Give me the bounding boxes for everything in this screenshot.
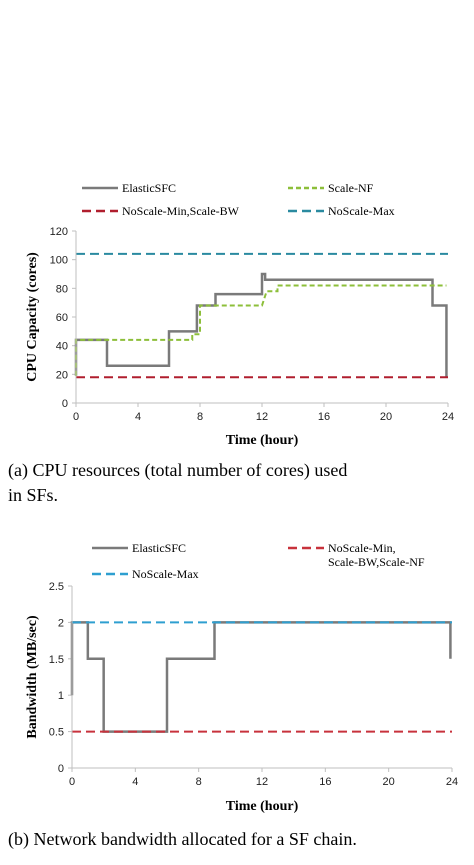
cpu-y-ticks: 0 20 40 60 80 100 120: [50, 226, 76, 410]
cpu-legend: ElasticSFC Scale-NF NoScale-Min,Scale-BW No…: [82, 181, 395, 218]
x-tick-label: 0: [69, 776, 75, 788]
y-tick-label: 1: [58, 690, 64, 702]
bandwidth-series: [70, 621, 452, 733]
y-tick-label: 40: [56, 341, 68, 353]
bandwidth-x-axis-label: Time (hour): [226, 799, 299, 814]
x-tick-label: 0: [73, 411, 79, 423]
y-tick-label: 80: [56, 283, 68, 295]
cpu-x-axis-label: Time (hour): [226, 433, 299, 448]
x-tick-label: 24: [446, 776, 458, 788]
legend-label: NoScale-Min,: [328, 541, 396, 555]
x-tick-label: 8: [197, 411, 203, 423]
y-tick-label: 2.5: [49, 581, 64, 593]
y-tick-label: 60: [56, 312, 68, 324]
cpu-series: [74, 252, 448, 379]
x-tick-label: 20: [383, 776, 395, 788]
legend-label: NoScale-Max: [132, 567, 199, 581]
legend-label: NoScale-Max: [328, 204, 395, 218]
series-line-1: [70, 621, 452, 733]
y-tick-label: 0: [58, 763, 64, 775]
x-tick-label: 12: [256, 776, 268, 788]
x-tick-label: 20: [380, 411, 392, 423]
series-line-2: [75, 284, 447, 376]
bandwidth-chart: ElasticSFC NoScale-Min,Scale-BW,Scale-NF N…: [8, 541, 458, 850]
y-tick-label: 0: [62, 398, 68, 410]
x-tick-label: 16: [319, 776, 331, 788]
x-tick-label: 12: [256, 411, 268, 423]
cpu-caption-line-2: in SFs.: [8, 485, 58, 505]
legend-label: ElasticSFC: [132, 541, 186, 555]
y-tick-label: 0.5: [49, 727, 64, 739]
legend-label: ElasticSFC: [122, 181, 176, 195]
cpu-caption-line-1: (a) CPU resources (total number of cores…: [8, 460, 347, 481]
x-tick-label: 4: [132, 776, 138, 788]
x-tick-label: 8: [196, 776, 202, 788]
cpu-y-axis-label: CPU Capacity (cores): [25, 252, 40, 382]
cpu-chart: ElasticSFC Scale-NF NoScale-Min,Scale-BW No…: [8, 181, 454, 505]
bandwidth-x-ticks: 0 4 8 12 16 20 24: [69, 768, 458, 788]
bandwidth-caption: (b) Network bandwidth allocated for a SF…: [8, 829, 357, 850]
y-tick-label: 20: [56, 369, 68, 381]
y-tick-label: 120: [50, 226, 68, 238]
legend-label-line-2: Scale-BW,Scale-NF: [328, 555, 425, 569]
x-tick-label: 16: [318, 411, 330, 423]
y-tick-label: 100: [50, 255, 68, 267]
y-tick-label: 2: [58, 617, 64, 629]
series-line-1: [74, 272, 448, 378]
y-tick-label: 1.5: [49, 654, 64, 666]
x-tick-label: 24: [442, 411, 454, 423]
legend-label: NoScale-Min,Scale-BW: [122, 204, 240, 218]
bandwidth-legend: ElasticSFC NoScale-Min,Scale-BW,Scale-NF N…: [92, 541, 425, 581]
legend-label: Scale-NF: [328, 181, 374, 195]
cpu-x-ticks: 0 4 8 12 16 20 24: [73, 403, 454, 423]
bandwidth-y-axis-label: Bandwidth (MB/sec): [25, 615, 40, 739]
x-tick-label: 4: [135, 411, 141, 423]
bandwidth-y-ticks: 0 0.5 1 1.5 2 2.5: [49, 581, 72, 775]
